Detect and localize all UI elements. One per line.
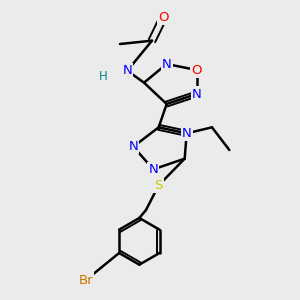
Text: S: S <box>154 179 163 192</box>
Text: N: N <box>122 64 132 77</box>
Text: O: O <box>191 64 202 76</box>
Text: N: N <box>162 58 172 70</box>
Text: Br: Br <box>79 274 93 286</box>
Text: N: N <box>192 88 202 100</box>
Text: H: H <box>99 70 108 83</box>
Text: N: N <box>182 127 191 140</box>
Text: N: N <box>148 163 158 176</box>
Text: N: N <box>128 140 138 153</box>
Text: O: O <box>158 11 169 24</box>
